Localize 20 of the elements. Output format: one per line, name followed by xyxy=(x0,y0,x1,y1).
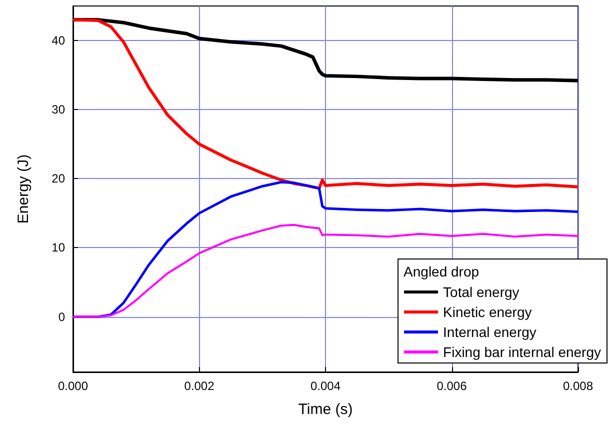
y-tick-label: 20 xyxy=(52,172,66,186)
x-tick-label: 0.004 xyxy=(310,379,341,393)
x-tick-label: 0.006 xyxy=(436,379,468,393)
x-tick-label: 0.002 xyxy=(184,379,215,393)
legend-title: Angled drop xyxy=(404,264,480,280)
y-tick-label: 10 xyxy=(52,240,66,255)
line-series xyxy=(72,18,580,190)
legend-label: Internal energy xyxy=(443,324,536,340)
legend-label: Total energy xyxy=(443,284,520,300)
x-tick-label: 0.008 xyxy=(562,379,594,393)
y-axis-title: Energy (J) xyxy=(15,154,32,224)
y-tick-label: 0 xyxy=(58,310,66,324)
y-tick-label: 30 xyxy=(52,102,66,117)
y-tick-label: 40 xyxy=(52,34,66,48)
legend-label: Kinetic energy xyxy=(443,304,532,320)
line-series xyxy=(72,224,579,318)
x-axis-title: Time (s) xyxy=(298,401,353,418)
line-series xyxy=(72,180,580,318)
legend-label: Fixing bar internal energy xyxy=(443,344,602,360)
x-tick-label: 0.000 xyxy=(58,379,88,393)
